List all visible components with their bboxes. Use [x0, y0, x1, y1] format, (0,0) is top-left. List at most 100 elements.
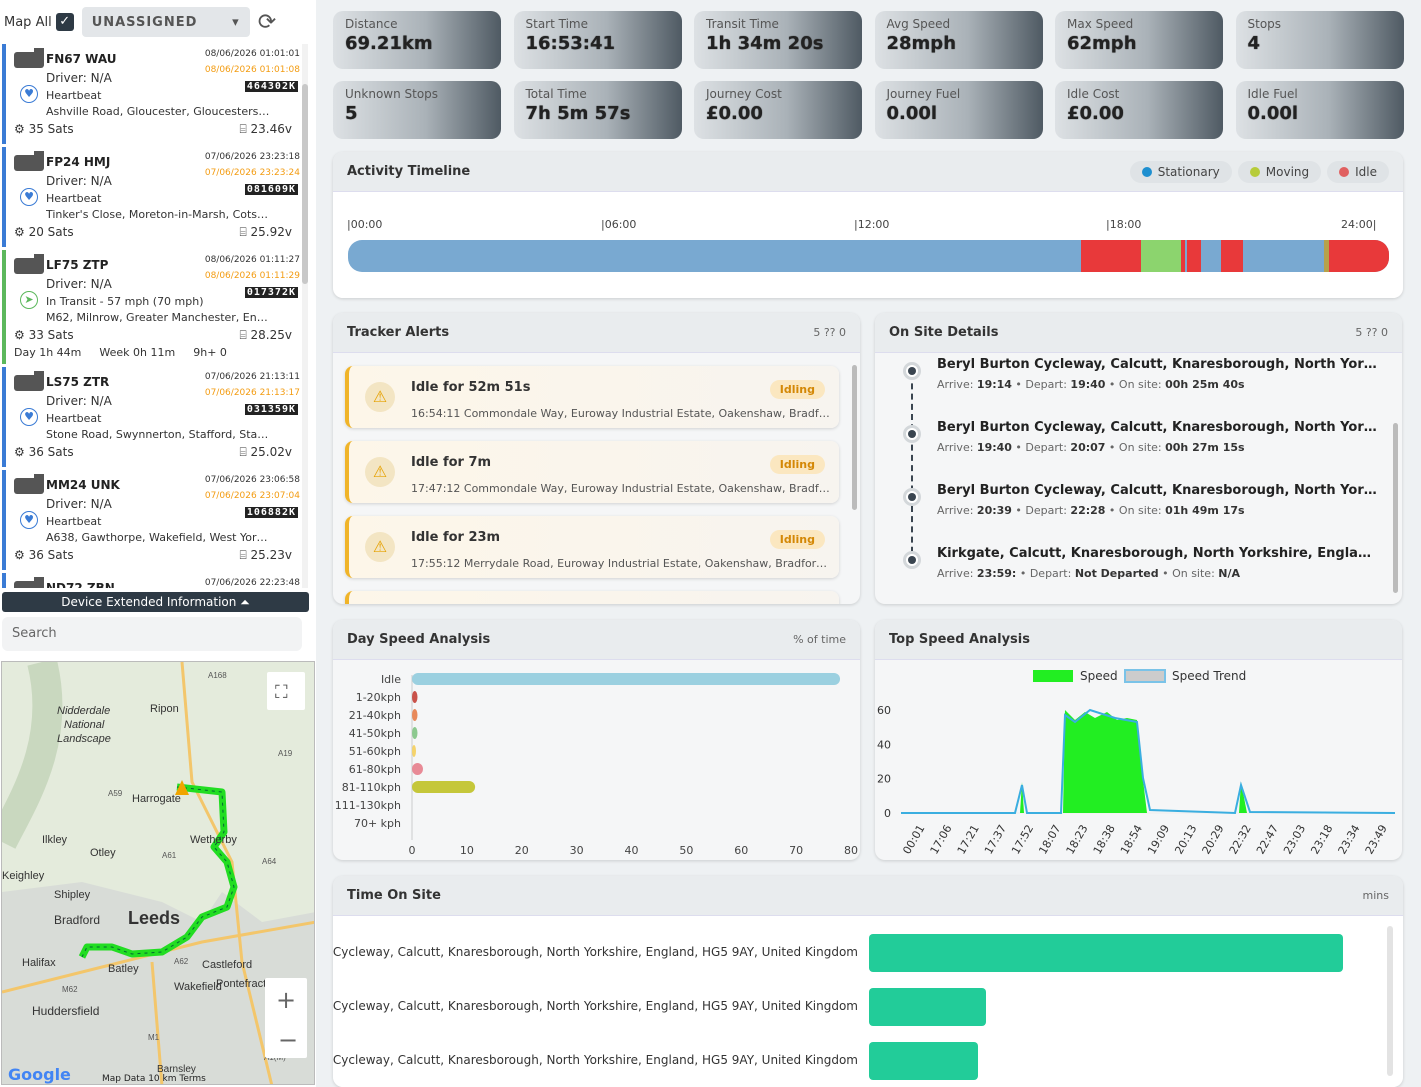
speed-bar	[412, 673, 841, 685]
x-tick-label: 19:09	[1145, 823, 1172, 857]
category-label: 111-130kph	[335, 799, 401, 812]
vehicle-card[interactable]: FP24 HMJ 07/06/2026 23:23:18 07/06/2026 23…	[2, 147, 306, 247]
map-all-checkbox[interactable]: ✓	[55, 13, 74, 31]
google-logo: Google	[8, 1065, 71, 1084]
speed-bar	[412, 727, 418, 739]
legend-idle[interactable]: Idle	[1327, 160, 1389, 183]
map-label: Ripon	[150, 703, 179, 715]
alerts-scrollbar[interactable]	[852, 365, 857, 510]
stat-value: 28mph	[886, 33, 957, 54]
sep: •	[1158, 567, 1173, 580]
odometer: 464302K	[244, 81, 298, 92]
onsite-duration: 01h 49m 17s	[1165, 504, 1245, 517]
stat-card: Max Speed 62mph	[1055, 11, 1223, 69]
site-connector	[911, 363, 913, 563]
vehicle-list-scrollbar[interactable]	[302, 44, 308, 588]
motorway-a1	[180, 662, 274, 1084]
x-tick-label: 17:21	[955, 823, 982, 857]
x-tick-label: 23:03	[1281, 823, 1308, 857]
depart-label: Depart:	[1025, 378, 1071, 391]
site-times: Arrive: 19:40 • Depart: 20:07 • On site:…	[937, 441, 1377, 454]
vehicle-sidebar: Map All ✓ UNASSIGNED ▾ ⟳ FN67 WAU 08/06/20…	[0, 0, 316, 1087]
map-label: Harrogate	[132, 793, 181, 805]
truck-icon	[14, 151, 44, 171]
vehicle-address: A638, Gawthorpe, Wakefield, West Yorkshi…	[46, 531, 271, 544]
alert-card[interactable]	[345, 591, 839, 604]
device-extended-info-button[interactable]: Device Extended Information ⏶	[2, 592, 309, 612]
timeline-bar[interactable]	[348, 240, 1389, 272]
vehicle-card[interactable]: ND72 ZBN 07/06/2026 22:23:48	[2, 573, 306, 588]
panel-subtitle: mins	[1362, 889, 1389, 902]
group-filter-select[interactable]: UNASSIGNED ▾	[81, 7, 250, 37]
vehicle-card[interactable]: FN67 WAU 08/06/2026 01:01:01 08/06/2026 01…	[2, 44, 306, 144]
vehicle-registration: FP24 HMJ	[46, 155, 111, 169]
device-info-label: Device Extended Information	[61, 595, 237, 609]
site-entry[interactable]: Beryl Burton Cycleway, Calcutt, Knaresbo…	[937, 420, 1377, 454]
site-name: Beryl Burton Cycleway, Calcutt, Knaresbo…	[937, 357, 1377, 372]
stat-label: Idle Fuel	[1247, 87, 1298, 101]
stat-value: 4	[1247, 33, 1261, 54]
search-input[interactable]: Search	[2, 617, 302, 651]
urban-area	[2, 882, 314, 1084]
stat-label: Journey Cost	[706, 87, 782, 101]
vehicle-card[interactable]: LF75 ZTP 08/06/2026 01:11:27 08/06/2026 01…	[2, 250, 306, 364]
x-tick-label: 80	[844, 844, 858, 857]
map-label: Otley	[90, 847, 116, 859]
alert-card[interactable]: ⚠ Idle for 7m Idling 17:47:12 Commondale Wa…	[345, 441, 839, 503]
onsite-scrollbar[interactable]	[1393, 423, 1398, 593]
last-gps-time: 07/06/2026 23:07:04	[204, 491, 300, 501]
legend-speed-swatch	[1033, 670, 1073, 682]
map-label: Wetherby	[190, 834, 237, 846]
time-on-site-body: yl Burton Cycleway, Calcutt, Knaresborou…	[333, 916, 1403, 1087]
x-tick-label: 22:47	[1254, 823, 1281, 857]
route-map[interactable]: Nidderdale National Landscape Ripon Harrogat…	[1, 661, 315, 1085]
stat-label: Stops	[1247, 17, 1282, 31]
panel-title: On Site Details	[889, 325, 999, 340]
time-bar[interactable]	[869, 1042, 978, 1080]
legend-moving[interactable]: Moving	[1237, 160, 1322, 183]
driver-name: Driver: N/A	[46, 394, 112, 408]
legend-trend: Speed Trend	[1172, 669, 1246, 683]
driver-name: Driver: N/A	[46, 174, 112, 188]
top-speed-panel: Top Speed Analysis Speed Speed Trend 0 20 40 6…	[875, 620, 1402, 860]
map-label: A59	[108, 789, 123, 798]
alert-card[interactable]: ⚠ Idle for 52m 51s Idling 16:54:11 Commonda…	[345, 366, 839, 428]
truck-icon	[14, 577, 44, 588]
alert-card[interactable]: ⚠ Idle for 23m Idling 17:55:12 Merrydale Ro…	[345, 516, 839, 578]
vehicle-card[interactable]: MM24 UNK 07/06/2026 23:06:58 07/06/2026 23…	[2, 470, 306, 570]
vehicle-status: In Transit - 57 mph (70 mph)	[46, 295, 204, 308]
speed-bar	[412, 745, 416, 757]
map-label: National	[64, 719, 105, 731]
x-tick-label: 23:34	[1336, 823, 1363, 857]
alert-detail: 17:47:12 Commondale Way, Euroway Industr…	[411, 482, 831, 495]
x-tick-label: 23:18	[1308, 823, 1335, 857]
refresh-icon[interactable]: ⟳	[257, 9, 277, 35]
time-scrollbar[interactable]	[1387, 926, 1393, 1076]
vehicle-list: FN67 WAU 08/06/2026 01:01:01 08/06/2026 01…	[2, 44, 306, 588]
stat-value: £0.00	[706, 103, 763, 124]
panel-subtitle: 5 ?? 0	[813, 326, 846, 339]
site-label: yl Burton Cycleway, Calcutt, Knaresborou…	[333, 1053, 858, 1067]
legend-stationary[interactable]: Stationary	[1129, 160, 1232, 183]
time-on-site-panel: Time On Site mins yl Burton Cycleway, Calc…	[333, 876, 1403, 1087]
last-gps-time: 07/06/2026 21:13:17	[204, 388, 300, 398]
site-entry[interactable]: Kirkgate, Calcutt, Knaresborough, North …	[937, 546, 1377, 580]
time-bar[interactable]	[869, 988, 987, 1026]
site-entry[interactable]: Beryl Burton Cycleway, Calcutt, Knaresbo…	[937, 483, 1377, 517]
vehicle-status: Heartbeat	[46, 412, 102, 425]
route-direction	[81, 786, 235, 958]
vehicle-card[interactable]: LS75 ZTR 07/06/2026 21:13:11 07/06/2026 21…	[2, 367, 306, 467]
map-label: Keighley	[2, 870, 45, 882]
site-marker	[903, 425, 921, 443]
battery-voltage: ⌸ 25.92v	[239, 225, 292, 239]
depart-label: Depart:	[1025, 504, 1071, 517]
y-tick-label: 20	[877, 773, 891, 786]
site-name: Kirkgate, Calcutt, Knaresborough, North …	[937, 546, 1377, 561]
site-entry[interactable]: Beryl Burton Cycleway, Calcutt, Knaresbo…	[937, 357, 1377, 391]
driver-name: Driver: N/A	[46, 71, 112, 85]
alert-marker-icon	[175, 780, 189, 795]
heartbeat-icon: ♥	[20, 188, 38, 206]
vehicle-address: Tinker's Close, Moreton-in-Marsh, Cotswo…	[46, 208, 271, 221]
time-bar[interactable]	[869, 934, 1343, 972]
